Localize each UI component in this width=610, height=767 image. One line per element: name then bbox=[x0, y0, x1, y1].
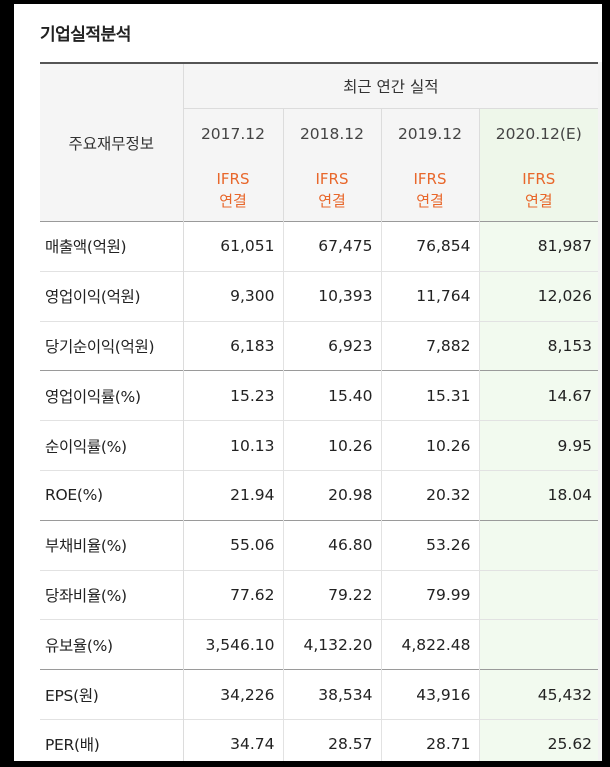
row-label: 부채비율(%) bbox=[40, 519, 184, 571]
row-label: 당좌비율(%) bbox=[40, 569, 184, 620]
consolidated-label: 연결 bbox=[416, 191, 444, 210]
table-cell: 38,534 bbox=[283, 669, 382, 720]
table-cell: 46.80 bbox=[283, 519, 382, 571]
row-label: 영업이익(억원) bbox=[40, 270, 184, 322]
table-cell: 4,822.48 bbox=[381, 619, 480, 670]
annual-results-header: 최근 연간 실적 bbox=[183, 62, 599, 109]
row-label: 순이익률(%) bbox=[40, 420, 184, 471]
table-cell: 15.31 bbox=[381, 370, 480, 421]
consolidated-label: 연결 bbox=[219, 191, 247, 210]
section-title: 기업실적분석 bbox=[40, 25, 131, 45]
table-cell bbox=[479, 619, 599, 670]
table-cell: 20.98 bbox=[283, 469, 382, 521]
table-cell: 34.74 bbox=[183, 718, 284, 761]
table-cell: 76,854 bbox=[381, 221, 480, 272]
ifrs-badge: IFRS 연결 bbox=[183, 158, 284, 222]
consolidated-label: 연결 bbox=[318, 191, 346, 210]
ifrs-label: IFRS bbox=[216, 169, 250, 188]
item-column-header: 주요재무정보 bbox=[40, 62, 184, 222]
table-cell: 53.26 bbox=[381, 519, 480, 571]
table-cell: 18.04 bbox=[479, 469, 599, 521]
table-row-debt-ratio: 부채비율(%) 55.06 46.80 53.26 bbox=[40, 519, 599, 571]
table-cell: 15.23 bbox=[183, 370, 284, 421]
table-row-operating-profit: 영업이익(억원) 9,300 10,393 11,764 12,026 bbox=[40, 270, 599, 322]
table-cell: 6,183 bbox=[183, 320, 284, 371]
table-row-operating-margin: 영업이익률(%) 15.23 15.40 15.31 14.67 bbox=[40, 370, 599, 421]
table-cell: 4,132.20 bbox=[283, 619, 382, 670]
table-cell: 9.95 bbox=[479, 420, 599, 471]
table-cell: 45,432 bbox=[479, 669, 599, 720]
table-cell: 6,923 bbox=[283, 320, 382, 371]
ifrs-badge: IFRS 연결 bbox=[283, 158, 382, 222]
table-cell bbox=[479, 519, 599, 571]
table-cell: 8,153 bbox=[479, 320, 599, 371]
row-label: PER(배) bbox=[40, 718, 184, 761]
adjacent-column-edge bbox=[598, 62, 602, 761]
table-cell: 20.32 bbox=[381, 469, 480, 521]
table-cell: 81,987 bbox=[479, 221, 599, 272]
table-cell: 25.62 bbox=[479, 718, 599, 761]
row-label: ROE(%) bbox=[40, 469, 184, 521]
table-cell: 21.94 bbox=[183, 469, 284, 521]
table-cell: 10.26 bbox=[381, 420, 480, 471]
table-cell: 11,764 bbox=[381, 270, 480, 322]
ifrs-label: IFRS bbox=[413, 169, 447, 188]
table-row-net-margin: 순이익률(%) 10.13 10.26 10.26 9.95 bbox=[40, 420, 599, 471]
year-header-2020-estimate: 2020.12(E) bbox=[479, 108, 599, 158]
table-row-roe: ROE(%) 21.94 20.98 20.32 18.04 bbox=[40, 469, 599, 521]
financial-table: 주요재무정보 최근 연간 실적 2017.12 2018.12 2019.12 … bbox=[40, 62, 599, 761]
table-row-eps: EPS(원) 34,226 38,534 43,916 45,432 bbox=[40, 669, 599, 720]
table-cell: 61,051 bbox=[183, 221, 284, 272]
row-label: EPS(원) bbox=[40, 669, 184, 720]
table-cell: 7,882 bbox=[381, 320, 480, 371]
table-cell: 79.99 bbox=[381, 569, 480, 620]
year-header-2019: 2019.12 bbox=[381, 108, 480, 158]
consolidated-label: 연결 bbox=[524, 191, 553, 210]
year-header-2018: 2018.12 bbox=[283, 108, 382, 158]
ifrs-label: IFRS bbox=[315, 169, 349, 188]
table-cell: 43,916 bbox=[381, 669, 480, 720]
ifrs-badge: IFRS 연결 bbox=[479, 158, 599, 222]
table-row-net-income: 당기순이익(억원) 6,183 6,923 7,882 8,153 bbox=[40, 320, 599, 371]
table-row-reserve-ratio: 유보율(%) 3,546.10 4,132.20 4,822.48 bbox=[40, 619, 599, 670]
ifrs-badge: IFRS 연결 bbox=[381, 158, 480, 222]
table-row-revenue: 매출액(억원) 61,051 67,475 76,854 81,987 bbox=[40, 221, 599, 272]
year-header-2017: 2017.12 bbox=[183, 108, 284, 158]
table-cell: 34,226 bbox=[183, 669, 284, 720]
table-cell: 79.22 bbox=[283, 569, 382, 620]
row-label: 매출액(억원) bbox=[40, 221, 184, 272]
table-cell: 55.06 bbox=[183, 519, 284, 571]
row-label: 영업이익률(%) bbox=[40, 370, 184, 421]
table-cell: 10.26 bbox=[283, 420, 382, 471]
row-label: 유보율(%) bbox=[40, 619, 184, 670]
table-cell: 77.62 bbox=[183, 569, 284, 620]
table-cell: 14.67 bbox=[479, 370, 599, 421]
table-cell: 10,393 bbox=[283, 270, 382, 322]
table-cell: 3,546.10 bbox=[183, 619, 284, 670]
table-cell: 67,475 bbox=[283, 221, 382, 272]
financial-analysis-panel: 기업실적분석 주요재무정보 최근 연간 실적 2017.12 2018.12 2… bbox=[14, 4, 602, 761]
row-label: 당기순이익(억원) bbox=[40, 320, 184, 371]
table-cell: 28.71 bbox=[381, 718, 480, 761]
table-cell: 10.13 bbox=[183, 420, 284, 471]
table-cell: 15.40 bbox=[283, 370, 382, 421]
table-row-quick-ratio: 당좌비율(%) 77.62 79.22 79.99 bbox=[40, 569, 599, 620]
ifrs-label: IFRS bbox=[522, 169, 556, 188]
table-cell: 28.57 bbox=[283, 718, 382, 761]
table-row-per: PER(배) 34.74 28.57 28.71 25.62 bbox=[40, 718, 599, 761]
table-cell bbox=[479, 569, 599, 620]
table-cell: 12,026 bbox=[479, 270, 599, 322]
table-cell: 9,300 bbox=[183, 270, 284, 322]
